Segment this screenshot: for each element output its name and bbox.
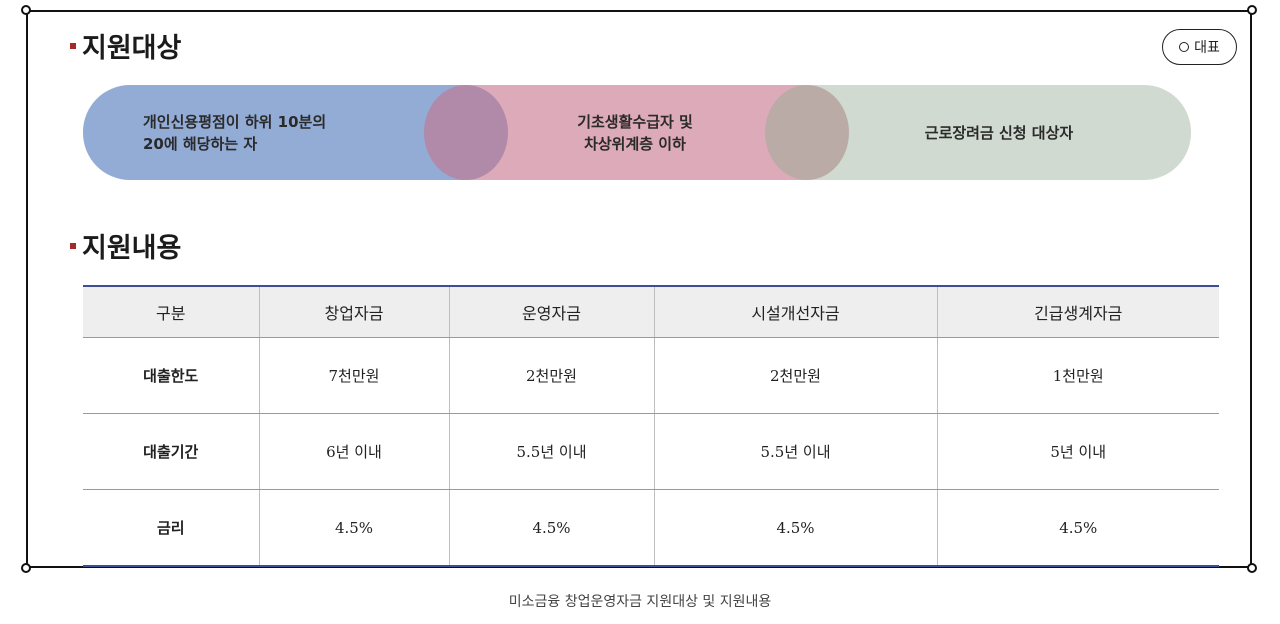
- table-header-cell: 창업자금: [258, 285, 449, 338]
- table-cell: 2천만원: [653, 337, 937, 414]
- target-pill-welfare: 기초생활수급자 및 차상위계층 이하: [463, 85, 807, 180]
- support-target-title: 지원대상: [82, 33, 182, 64]
- table-header-cell: 구분: [83, 285, 259, 338]
- support-content-title: 지원내용: [82, 233, 182, 264]
- table-cell: 6년 이내: [258, 413, 449, 490]
- table-cell: 4.5%: [258, 489, 449, 567]
- resize-handle-top-right[interactable]: [1247, 5, 1257, 15]
- table-header-cell: 시설개선자금: [653, 285, 937, 338]
- square-bullet-icon: [70, 42, 76, 49]
- table-cell: 4.5%: [653, 489, 937, 567]
- table-cell: 1천만원: [936, 337, 1219, 414]
- resize-handle-bottom-right[interactable]: [1247, 563, 1257, 573]
- table-cell: 4.5%: [448, 489, 654, 567]
- target-pills: 개인신용평점이 하위 10분의 20에 해당하는 자 기초생활수급자 및 차상위…: [83, 85, 1191, 180]
- image-caption: 미소금융 창업운영자금 지원대상 및 지원내용: [508, 594, 772, 610]
- image-selection-frame: [26, 10, 1252, 568]
- representative-image-button[interactable]: 대표: [1162, 29, 1237, 65]
- table-header-row: 구분 창업자금 운영자금 시설개선자금 긴급생계자금: [83, 285, 1219, 338]
- pill-overlap-circle: [765, 85, 849, 180]
- resize-handle-bottom-left[interactable]: [21, 563, 31, 573]
- table-row: 금리 4.5% 4.5% 4.5% 4.5%: [83, 489, 1219, 567]
- row-label: 금리: [83, 489, 259, 567]
- table-cell: 7천만원: [258, 337, 449, 414]
- target-pill-credit: 개인신용평점이 하위 10분의 20에 해당하는 자: [83, 85, 463, 180]
- representative-label: 대표: [1194, 40, 1220, 56]
- target-pill-tax-text: 근로장려금 신청 대상자: [924, 123, 1074, 142]
- table-cell: 5.5년 이내: [448, 413, 654, 490]
- table-row: 대출기간 6년 이내 5.5년 이내 5.5년 이내 5년 이내: [83, 413, 1219, 490]
- support-target-heading: 지원대상: [70, 26, 181, 65]
- table-header-cell: 긴급생계자금: [936, 285, 1219, 338]
- table-row: 대출한도 7천만원 2천만원 2천만원 1천만원: [83, 337, 1219, 414]
- circle-icon: [1179, 42, 1190, 52]
- table-cell: 5.5년 이내: [653, 413, 937, 490]
- table-cell: 4.5%: [936, 489, 1219, 567]
- row-label: 대출한도: [83, 337, 259, 414]
- resize-handle-top-left[interactable]: [21, 5, 31, 15]
- square-bullet-icon: [70, 242, 76, 249]
- target-pill-tax: 근로장려금 신청 대상자: [807, 85, 1191, 180]
- support-content-table: 구분 창업자금 운영자금 시설개선자금 긴급생계자금 대출한도 7천만원 2천만…: [83, 285, 1219, 567]
- row-label: 대출기간: [83, 413, 259, 490]
- pill-overlap-circle: [424, 85, 508, 180]
- target-pill-welfare-text: 기초생활수급자 및 차상위계층 이하: [577, 112, 693, 153]
- table-cell: 2천만원: [448, 337, 654, 414]
- target-pill-credit-text: 개인신용평점이 하위 10분의 20에 해당하는 자: [143, 112, 327, 153]
- table-cell: 5년 이내: [936, 413, 1219, 490]
- table-header-cell: 운영자금: [448, 285, 654, 338]
- support-content-heading: 지원내용: [70, 226, 181, 265]
